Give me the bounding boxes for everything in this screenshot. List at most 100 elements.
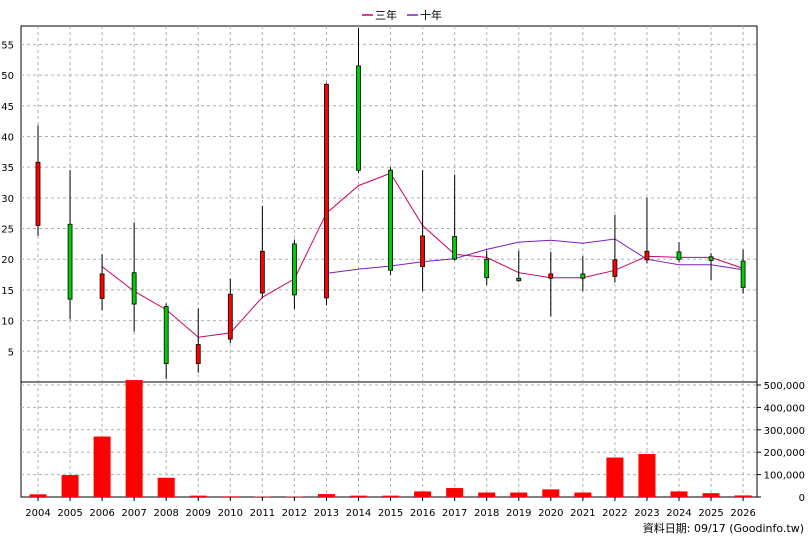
x-tick-label: 2017	[442, 508, 467, 519]
candle-2009	[195, 308, 201, 373]
volume-panel: 0 100,000 200,000 300,000 400,000 500,000	[20, 380, 805, 504]
candle-body	[740, 260, 746, 288]
volume-y-tick-label: 100,000	[764, 471, 805, 482]
volume-bar-2017	[446, 488, 464, 497]
volume-bar-2023	[638, 453, 656, 497]
candle-body	[99, 273, 105, 299]
volume-y-tick-label: 400,000	[764, 403, 805, 414]
x-tick-label: 2010	[218, 508, 243, 519]
candle-body	[291, 243, 297, 296]
volume-bar-2015	[382, 495, 400, 497]
candle-body	[388, 169, 393, 271]
candle-2019	[516, 250, 522, 282]
candlesticks	[35, 27, 746, 379]
x-tick-label: 2016	[410, 508, 435, 519]
volume-bar-2020	[542, 489, 560, 497]
x-tick-label: 2007	[121, 508, 146, 519]
x-tick-label: 2011	[250, 508, 275, 519]
volume-bar-2004	[29, 494, 47, 497]
volume-bar-2010	[221, 496, 239, 497]
volume-bar-2008	[157, 477, 175, 497]
price-y-tick-label: 50	[1, 71, 14, 82]
price-y-tick-label: 20	[1, 255, 14, 266]
candle-2007	[131, 222, 137, 332]
x-tick-label: 2020	[538, 508, 563, 519]
candle-2017	[452, 174, 458, 261]
x-tick-label: 2022	[602, 508, 627, 519]
volume-y-axis: 0 100,000 200,000 300,000 400,000 500,000	[757, 381, 805, 504]
price-y-tick-label: 30	[1, 194, 14, 205]
candle-2004	[35, 125, 41, 236]
candle-body	[356, 65, 361, 171]
price-y-tick-label: 35	[1, 163, 14, 174]
volume-bar-2024	[670, 491, 688, 497]
volume-gridlines	[21, 382, 757, 497]
x-tick-label: 2021	[570, 508, 595, 519]
volume-bar-2007	[125, 380, 143, 497]
candle-body	[708, 256, 714, 261]
data-date-footer: 資料日期: 09/17 (Goodinfo.tw)	[643, 521, 804, 535]
x-tick-label: 2019	[506, 508, 531, 519]
x-tick-label: 2005	[57, 508, 82, 519]
candle-body	[420, 235, 426, 268]
price-y-tick-label: 5	[8, 347, 14, 358]
x-tick-label: 2025	[698, 508, 723, 519]
x-axis: 2004 2005 2006 2007 2008 2009 2010 2011 2012 2013…	[25, 497, 756, 519]
x-tick-label: 2004	[25, 508, 50, 519]
volume-bar-2014	[350, 495, 367, 497]
volume-bars	[29, 380, 752, 498]
volume-bar-2006	[93, 436, 111, 497]
candle-2005	[67, 170, 73, 320]
candle-body	[612, 259, 618, 277]
candle-2021	[580, 256, 586, 292]
candle-2015	[388, 167, 393, 276]
candle-body	[163, 306, 169, 364]
candle-2013	[324, 83, 329, 306]
candle-body	[195, 344, 201, 364]
candle-2022	[612, 215, 618, 283]
volume-y-tick-label: 500,000	[764, 381, 805, 392]
candle-body	[548, 273, 554, 279]
candle-2023	[644, 197, 650, 264]
candle-body	[227, 293, 233, 340]
volume-bar-2022	[606, 457, 624, 497]
price-y-tick-label: 25	[1, 225, 14, 236]
x-tick-label: 2013	[314, 508, 339, 519]
volume-plot-area	[20, 381, 758, 498]
candle-body	[324, 83, 329, 299]
x-tick-label: 2012	[282, 508, 307, 519]
price-y-tick-label: 55	[1, 40, 14, 51]
x-tick-label: 2024	[666, 508, 691, 519]
candle-body	[516, 277, 522, 282]
volume-y-tick-label: 200,000	[764, 448, 805, 459]
candle-2012	[291, 239, 297, 309]
candle-2010	[227, 278, 233, 344]
price-y-tick-label: 15	[1, 286, 14, 297]
volume-y-tick-label: 0	[799, 493, 805, 504]
candle-2006	[99, 254, 105, 311]
candle-body	[644, 250, 650, 261]
volume-bar-2011	[253, 496, 271, 498]
candle-body	[259, 250, 265, 294]
x-tick-label: 2009	[186, 508, 211, 519]
candle-2024	[676, 242, 682, 263]
volume-bar-2019	[510, 492, 528, 497]
price-gridlines	[21, 26, 757, 382]
x-tick-label: 2015	[378, 508, 403, 519]
legend-label-three-year: 三年	[375, 8, 397, 22]
x-tick-label: 2018	[474, 508, 499, 519]
price-y-tick-label: 10	[1, 317, 14, 328]
volume-bar-2005	[61, 475, 79, 497]
volume-bar-2016	[414, 491, 432, 497]
price-y-tick-label: 40	[1, 132, 14, 143]
candle-body	[35, 161, 41, 226]
volume-bar-2012	[285, 496, 303, 498]
volume-bar-2026	[734, 495, 752, 497]
candle-body	[676, 251, 682, 260]
x-tick-label: 2006	[89, 508, 114, 519]
candle-body	[131, 272, 137, 305]
legend-label-ten-year: 十年	[420, 8, 442, 22]
ten-year-ma-line	[326, 238, 744, 274]
price-panel: 5 10 15 20 25 30 35 40 45 50 55	[1, 25, 758, 383]
candle-2014	[356, 27, 361, 174]
